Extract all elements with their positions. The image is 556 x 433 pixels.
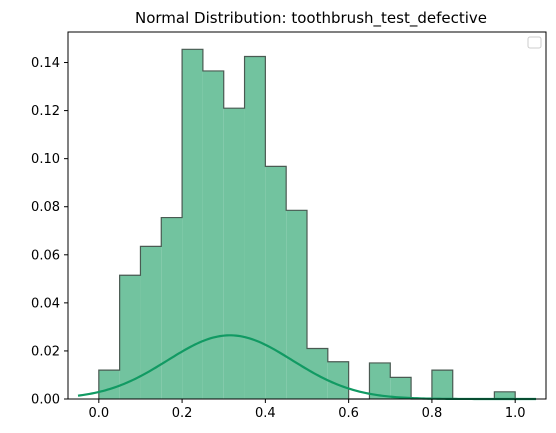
y-tick-label: 0.14 [31, 56, 60, 71]
histogram-bar [98, 370, 120, 399]
histogram-bar [369, 362, 391, 399]
legend-box [527, 36, 542, 49]
y-axis-ticks: 0.00 0.02 0.04 0.06 0.08 0.10 0.12 0.14 [31, 56, 68, 408]
x-tick-label: 0.2 [172, 406, 193, 421]
histogram-bar [494, 391, 516, 399]
histogram-bar [327, 361, 349, 399]
chart-title: Normal Distribution: toothbrush_test_def… [135, 9, 487, 28]
bars-group [98, 48, 516, 400]
histogram-bar [286, 210, 307, 399]
histogram-bar [202, 70, 224, 399]
histogram-bar [161, 217, 183, 399]
y-tick-label: 0.06 [31, 248, 60, 263]
histogram-bar [431, 370, 453, 399]
y-tick-label: 0.10 [31, 152, 60, 167]
x-tick-label: 0.6 [338, 406, 359, 421]
x-tick-label: 1.0 [505, 406, 526, 421]
plot-frame [67, 31, 547, 400]
histogram-bar [140, 246, 162, 399]
legend [527, 36, 542, 49]
histogram-bar [307, 348, 328, 399]
x-tick-label: 0.0 [88, 406, 109, 421]
axes-frame [67, 31, 547, 400]
x-tick-label: 0.8 [422, 406, 443, 421]
histogram-bar [182, 49, 203, 400]
histogram-outline [98, 48, 516, 400]
histogram-bar [119, 275, 141, 399]
y-tick-label: 0.12 [31, 104, 60, 119]
y-tick-label: 0.04 [31, 296, 60, 311]
histogram-bar [390, 377, 412, 399]
y-tick-label: 0.02 [31, 344, 60, 359]
y-tick-label: 0.08 [31, 200, 60, 215]
histogram-bar [244, 56, 266, 399]
y-tick-label: 0.00 [31, 393, 60, 408]
histogram-bar [223, 108, 245, 399]
x-axis-ticks: 0.0 0.2 0.4 0.6 0.8 1.0 [88, 399, 526, 421]
histogram-bar [265, 166, 287, 399]
x-tick-label: 0.4 [255, 406, 276, 421]
